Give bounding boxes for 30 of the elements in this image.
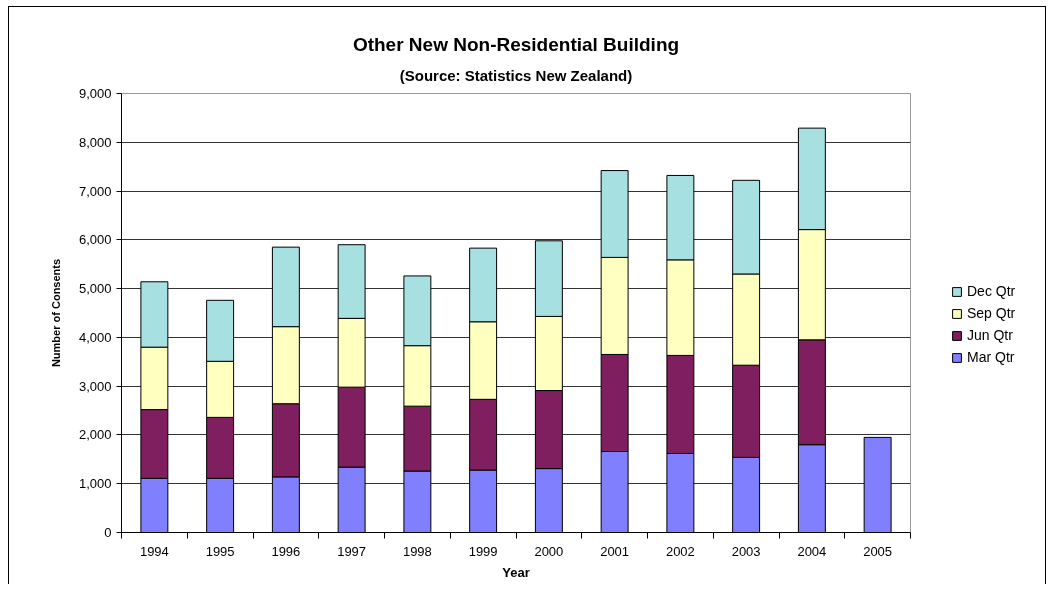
y-tick-label: 6,000: [78, 232, 112, 248]
y-tick-label: 2,000: [78, 427, 112, 443]
y-tick-label: 5,000: [78, 281, 112, 297]
y-tick-label: 9,000: [78, 86, 112, 101]
legend-label: Mar Qtr: [967, 348, 1015, 367]
x-tick-label: 1998: [402, 543, 432, 559]
x-tick-label: 1996: [271, 543, 301, 559]
y-tick-label: 7,000: [78, 183, 112, 199]
legend-label: Sep Qtr: [967, 304, 1016, 323]
x-tick-label: 1994: [139, 543, 169, 559]
y-tick-label: 1,000: [78, 476, 112, 492]
x-tick-label: 2004: [797, 543, 827, 559]
chart-title: Other New Non-Residential Building: [352, 33, 680, 55]
x-tick-label: 1999: [468, 543, 498, 559]
x-tick-label: 1995: [205, 543, 235, 559]
legend-label: Dec Qtr: [967, 282, 1016, 301]
x-tick-label: 1997: [337, 543, 367, 559]
legend-label: Jun Qtr: [967, 326, 1013, 345]
y-tick-label: 3,000: [78, 378, 112, 394]
y-tick-label: 4,000: [78, 329, 112, 345]
y-tick-label: 0: [104, 525, 112, 540]
x-axis-title: Year: [502, 564, 530, 580]
y-tick-label: 8,000: [78, 134, 112, 150]
x-tick-label: 2003: [731, 543, 761, 559]
chart-subtitle: (Source: Statistics New Zealand): [399, 66, 633, 84]
x-tick-label: 2000: [534, 543, 564, 559]
x-tick-label: 2002: [665, 543, 695, 559]
x-tick-label: 2005: [863, 543, 893, 559]
y-axis-title: Number of Consents: [49, 258, 62, 368]
x-tick-label: 2001: [600, 543, 630, 559]
